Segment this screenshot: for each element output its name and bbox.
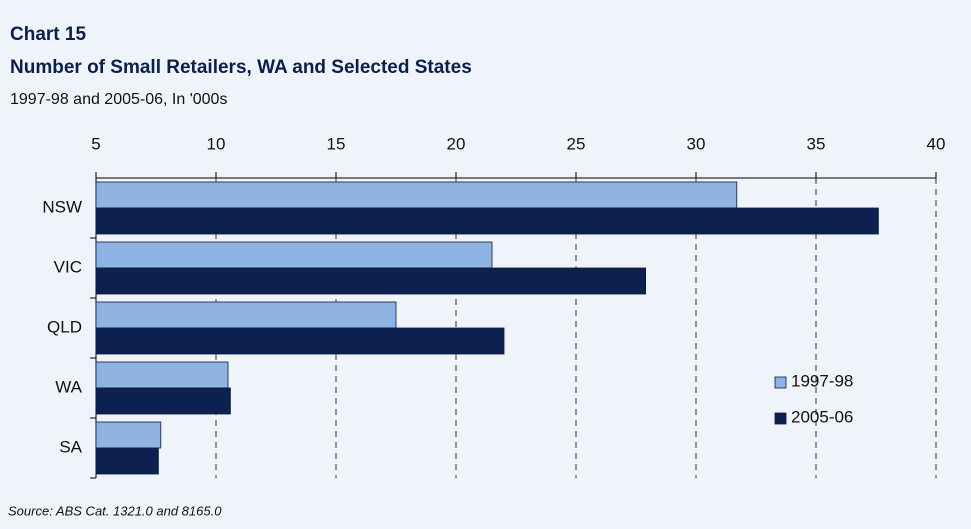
x-tick-label: 10	[207, 134, 226, 153]
bar	[95, 241, 493, 269]
x-tick-label: 35	[807, 134, 826, 153]
bar	[95, 301, 397, 329]
bar	[95, 181, 738, 209]
x-tick-label: 40	[927, 134, 946, 153]
x-tick-label: 30	[687, 134, 706, 153]
y-tick-label: SA	[59, 437, 82, 456]
chart-subtitle-2: 1997-98 and 2005-06, In '000s	[10, 91, 227, 108]
bar	[95, 327, 505, 355]
legend-swatch	[774, 412, 787, 425]
y-tick-label: NSW	[42, 197, 82, 216]
bar	[95, 207, 879, 235]
chart-title: Chart 15	[10, 24, 86, 45]
y-tick-label: VIC	[54, 257, 82, 276]
x-tick-label: 25	[567, 134, 586, 153]
y-tick-label: WA	[55, 377, 82, 396]
bar	[95, 421, 162, 449]
bar	[95, 267, 646, 295]
x-tick-label: 20	[447, 134, 466, 153]
bar	[95, 387, 231, 415]
bar	[95, 447, 159, 475]
legend-swatch	[774, 376, 787, 389]
legend-label: 2005-06	[791, 407, 853, 426]
x-tick-label: 15	[327, 134, 346, 153]
y-tick-label: QLD	[47, 317, 82, 336]
chart-subtitle: Number of Small Retailers, WA and Select…	[10, 57, 472, 78]
source-note: Source: ABS Cat. 1321.0 and 8165.0	[8, 503, 222, 518]
bar	[95, 361, 229, 389]
legend-label: 1997-98	[791, 371, 853, 390]
x-tick-label: 5	[91, 134, 100, 153]
